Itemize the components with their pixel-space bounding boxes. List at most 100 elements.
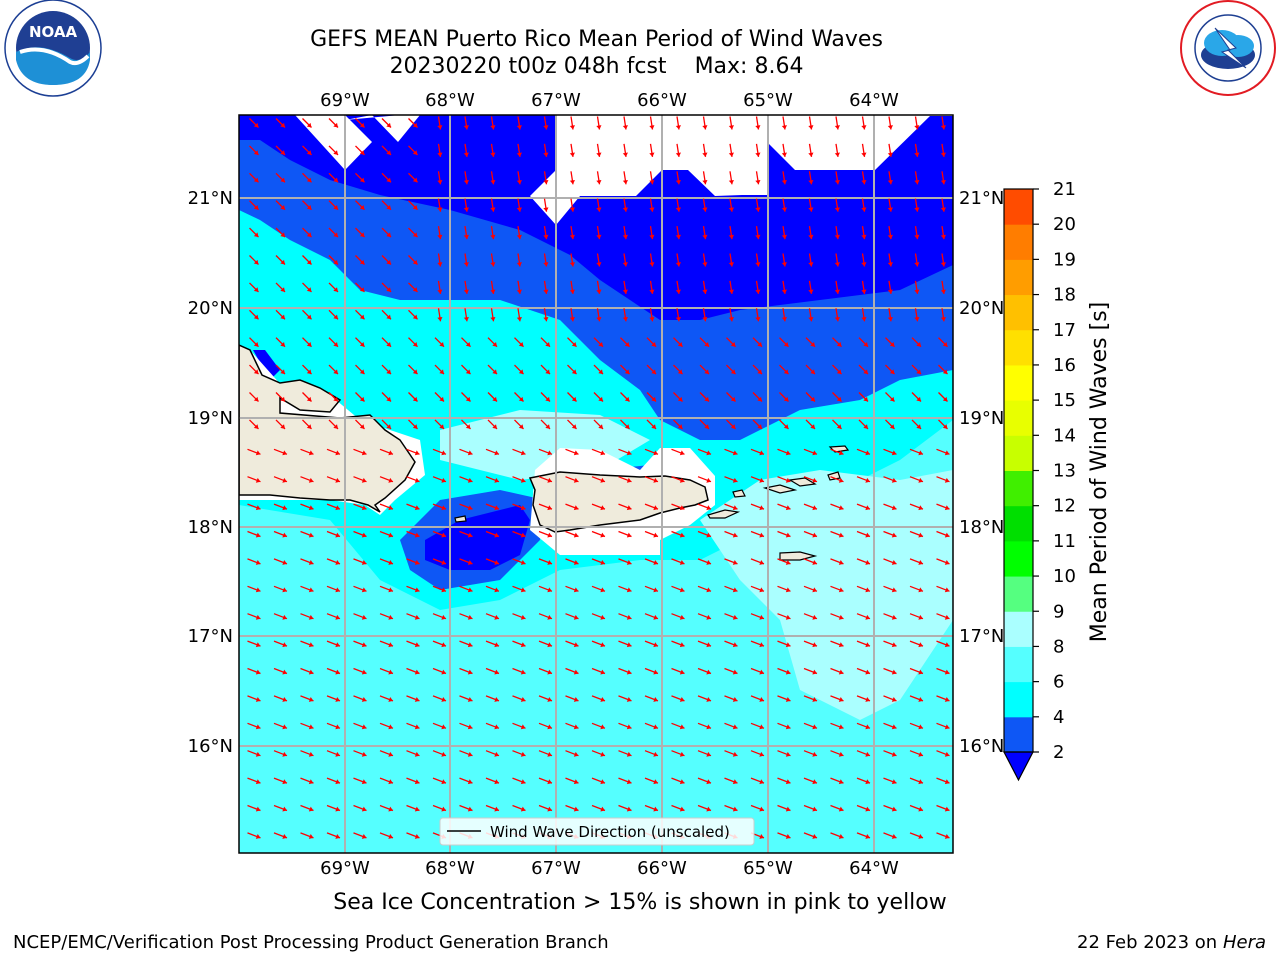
wave-direction-arrowhead — [891, 834, 897, 839]
wave-direction-arrowhead — [649, 262, 655, 267]
wave-direction-arrowhead — [569, 234, 575, 240]
wave-direction-arrowhead — [732, 450, 738, 456]
wave-direction-arrowhead — [914, 234, 920, 240]
wave-direction-arrowhead — [944, 532, 950, 538]
wave-direction-arrowhead — [386, 424, 391, 429]
wave-direction-arrowhead — [359, 177, 365, 183]
wave-direction-arrowhead — [280, 232, 285, 238]
wave-direction-arrowhead — [891, 587, 897, 593]
wave-direction-arrowhead — [679, 724, 685, 730]
wave-direction-arrowhead — [834, 207, 840, 212]
wave-direction-arrowhead — [889, 369, 895, 375]
wave-direction-arrowhead — [622, 262, 628, 267]
colorbar-swatch — [1004, 224, 1033, 260]
wave-direction-arrowhead — [706, 751, 711, 757]
wave-direction-arrowhead — [914, 316, 920, 322]
wave-direction-arrowhead — [280, 424, 285, 429]
wave-direction-arrowhead — [516, 152, 522, 157]
wave-direction-arrowhead — [914, 152, 920, 157]
wave-direction-arrowhead — [891, 751, 897, 757]
lon-label-bottom: 69°W — [320, 858, 370, 879]
wave-direction-arrowhead — [520, 614, 526, 620]
colorbar-swatch — [1004, 716, 1033, 753]
lat-labels-right: 21°N 20°N 19°N 18°N 17°N 16°N — [959, 188, 1004, 757]
colorbar-swatch — [1004, 681, 1033, 718]
wave-direction-arrowhead — [624, 342, 630, 347]
colorbar-tick-label: 14 — [1053, 425, 1076, 446]
wave-direction-arrowhead — [651, 424, 656, 429]
wave-direction-arrowhead — [918, 587, 923, 593]
wave-direction-arrowhead — [335, 532, 340, 538]
wave-direction-arrowhead — [781, 234, 787, 240]
wave-direction-arrowhead — [359, 122, 365, 128]
wave-direction-arrowhead — [308, 587, 314, 593]
wave-direction-arrowhead — [785, 587, 791, 593]
lon-label-top: 67°W — [531, 90, 581, 111]
colorbar-under-triangle — [1003, 751, 1034, 782]
wave-direction-arrowhead — [728, 234, 734, 240]
wave-direction-arrowhead — [944, 560, 950, 565]
wave-direction-arrowhead — [812, 532, 817, 538]
wave-direction-arrowhead — [388, 669, 393, 675]
wave-direction-arrowhead — [414, 560, 420, 565]
lat-label-right: 18°N — [959, 517, 1004, 538]
wave-direction-arrowhead — [255, 834, 261, 839]
wave-direction-arrowhead — [388, 560, 393, 565]
wave-direction-arrowhead — [520, 450, 526, 456]
wave-direction-arrowhead — [543, 316, 549, 322]
wave-direction-arrowhead — [463, 152, 469, 157]
lon-labels-top: 69°W 68°W 67°W 66°W 65°W 64°W — [320, 90, 899, 111]
wave-direction-arrowhead — [865, 697, 870, 702]
wave-direction-arrowhead — [732, 642, 738, 648]
wave-direction-arrowhead — [706, 587, 711, 593]
wave-direction-arrowhead — [679, 477, 685, 483]
wave-direction-arrowhead — [865, 532, 870, 538]
wave-direction-arrowhead — [255, 779, 261, 785]
wave-direction-arrowhead — [600, 724, 605, 730]
wave-direction-arrowhead — [755, 207, 761, 212]
wave-direction-arrowhead — [465, 424, 471, 429]
wave-direction-arrowhead — [437, 207, 443, 212]
wave-direction-arrowhead — [944, 450, 950, 456]
wave-direction-arrowhead — [306, 287, 312, 292]
wave-direction-arrowhead — [412, 369, 418, 375]
chart-title: GEFS MEAN Puerto Rico Mean Period of Win… — [310, 27, 883, 52]
wave-direction-arrowhead — [914, 179, 920, 185]
wave-direction-arrowhead — [439, 369, 444, 375]
wave-direction-arrowhead — [651, 396, 656, 402]
wave-direction-arrowhead — [781, 262, 787, 267]
wave-direction-arrowhead — [812, 697, 817, 702]
map-area — [239, 115, 953, 853]
wave-direction-arrowhead — [861, 207, 867, 212]
wave-direction-arrowhead — [918, 477, 923, 483]
wave-direction-arrowhead — [412, 424, 418, 429]
wave-direction-arrowhead — [280, 259, 285, 265]
wave-direction-arrowhead — [887, 152, 893, 157]
wave-direction-arrowhead — [649, 316, 655, 322]
wave-direction-arrowhead — [865, 505, 870, 511]
wave-direction-arrowhead — [781, 289, 787, 294]
wave-direction-arrowhead — [494, 477, 499, 483]
wave-direction-arrowhead — [732, 614, 738, 620]
wave-direction-arrowhead — [757, 396, 762, 402]
wave-direction-arrowhead — [706, 724, 711, 730]
lat-label-right: 19°N — [959, 408, 1004, 429]
wave-direction-arrowhead — [944, 587, 950, 593]
wave-direction-arrowhead — [759, 724, 764, 730]
wave-direction-arrowhead — [490, 207, 496, 212]
wave-direction-arrowhead — [494, 505, 499, 511]
wave-direction-arrowhead — [728, 316, 734, 322]
wave-direction-arrowhead — [333, 342, 338, 347]
hispaniola-land — [239, 344, 416, 513]
wave-direction-arrowhead — [785, 669, 791, 675]
wave-direction-arrowhead — [838, 751, 844, 757]
wave-direction-arrowhead — [728, 262, 734, 267]
wave-direction-arrowhead — [918, 806, 923, 812]
wave-direction-arrowhead — [333, 424, 338, 429]
wave-direction-arrowhead — [520, 532, 526, 538]
wave-direction-arrowhead — [653, 724, 658, 730]
wave-direction-arrowhead — [600, 532, 605, 538]
wave-direction-arrowhead — [520, 560, 526, 565]
wave-direction-arrowhead — [865, 587, 870, 593]
wave-direction-arrowhead — [308, 450, 314, 456]
